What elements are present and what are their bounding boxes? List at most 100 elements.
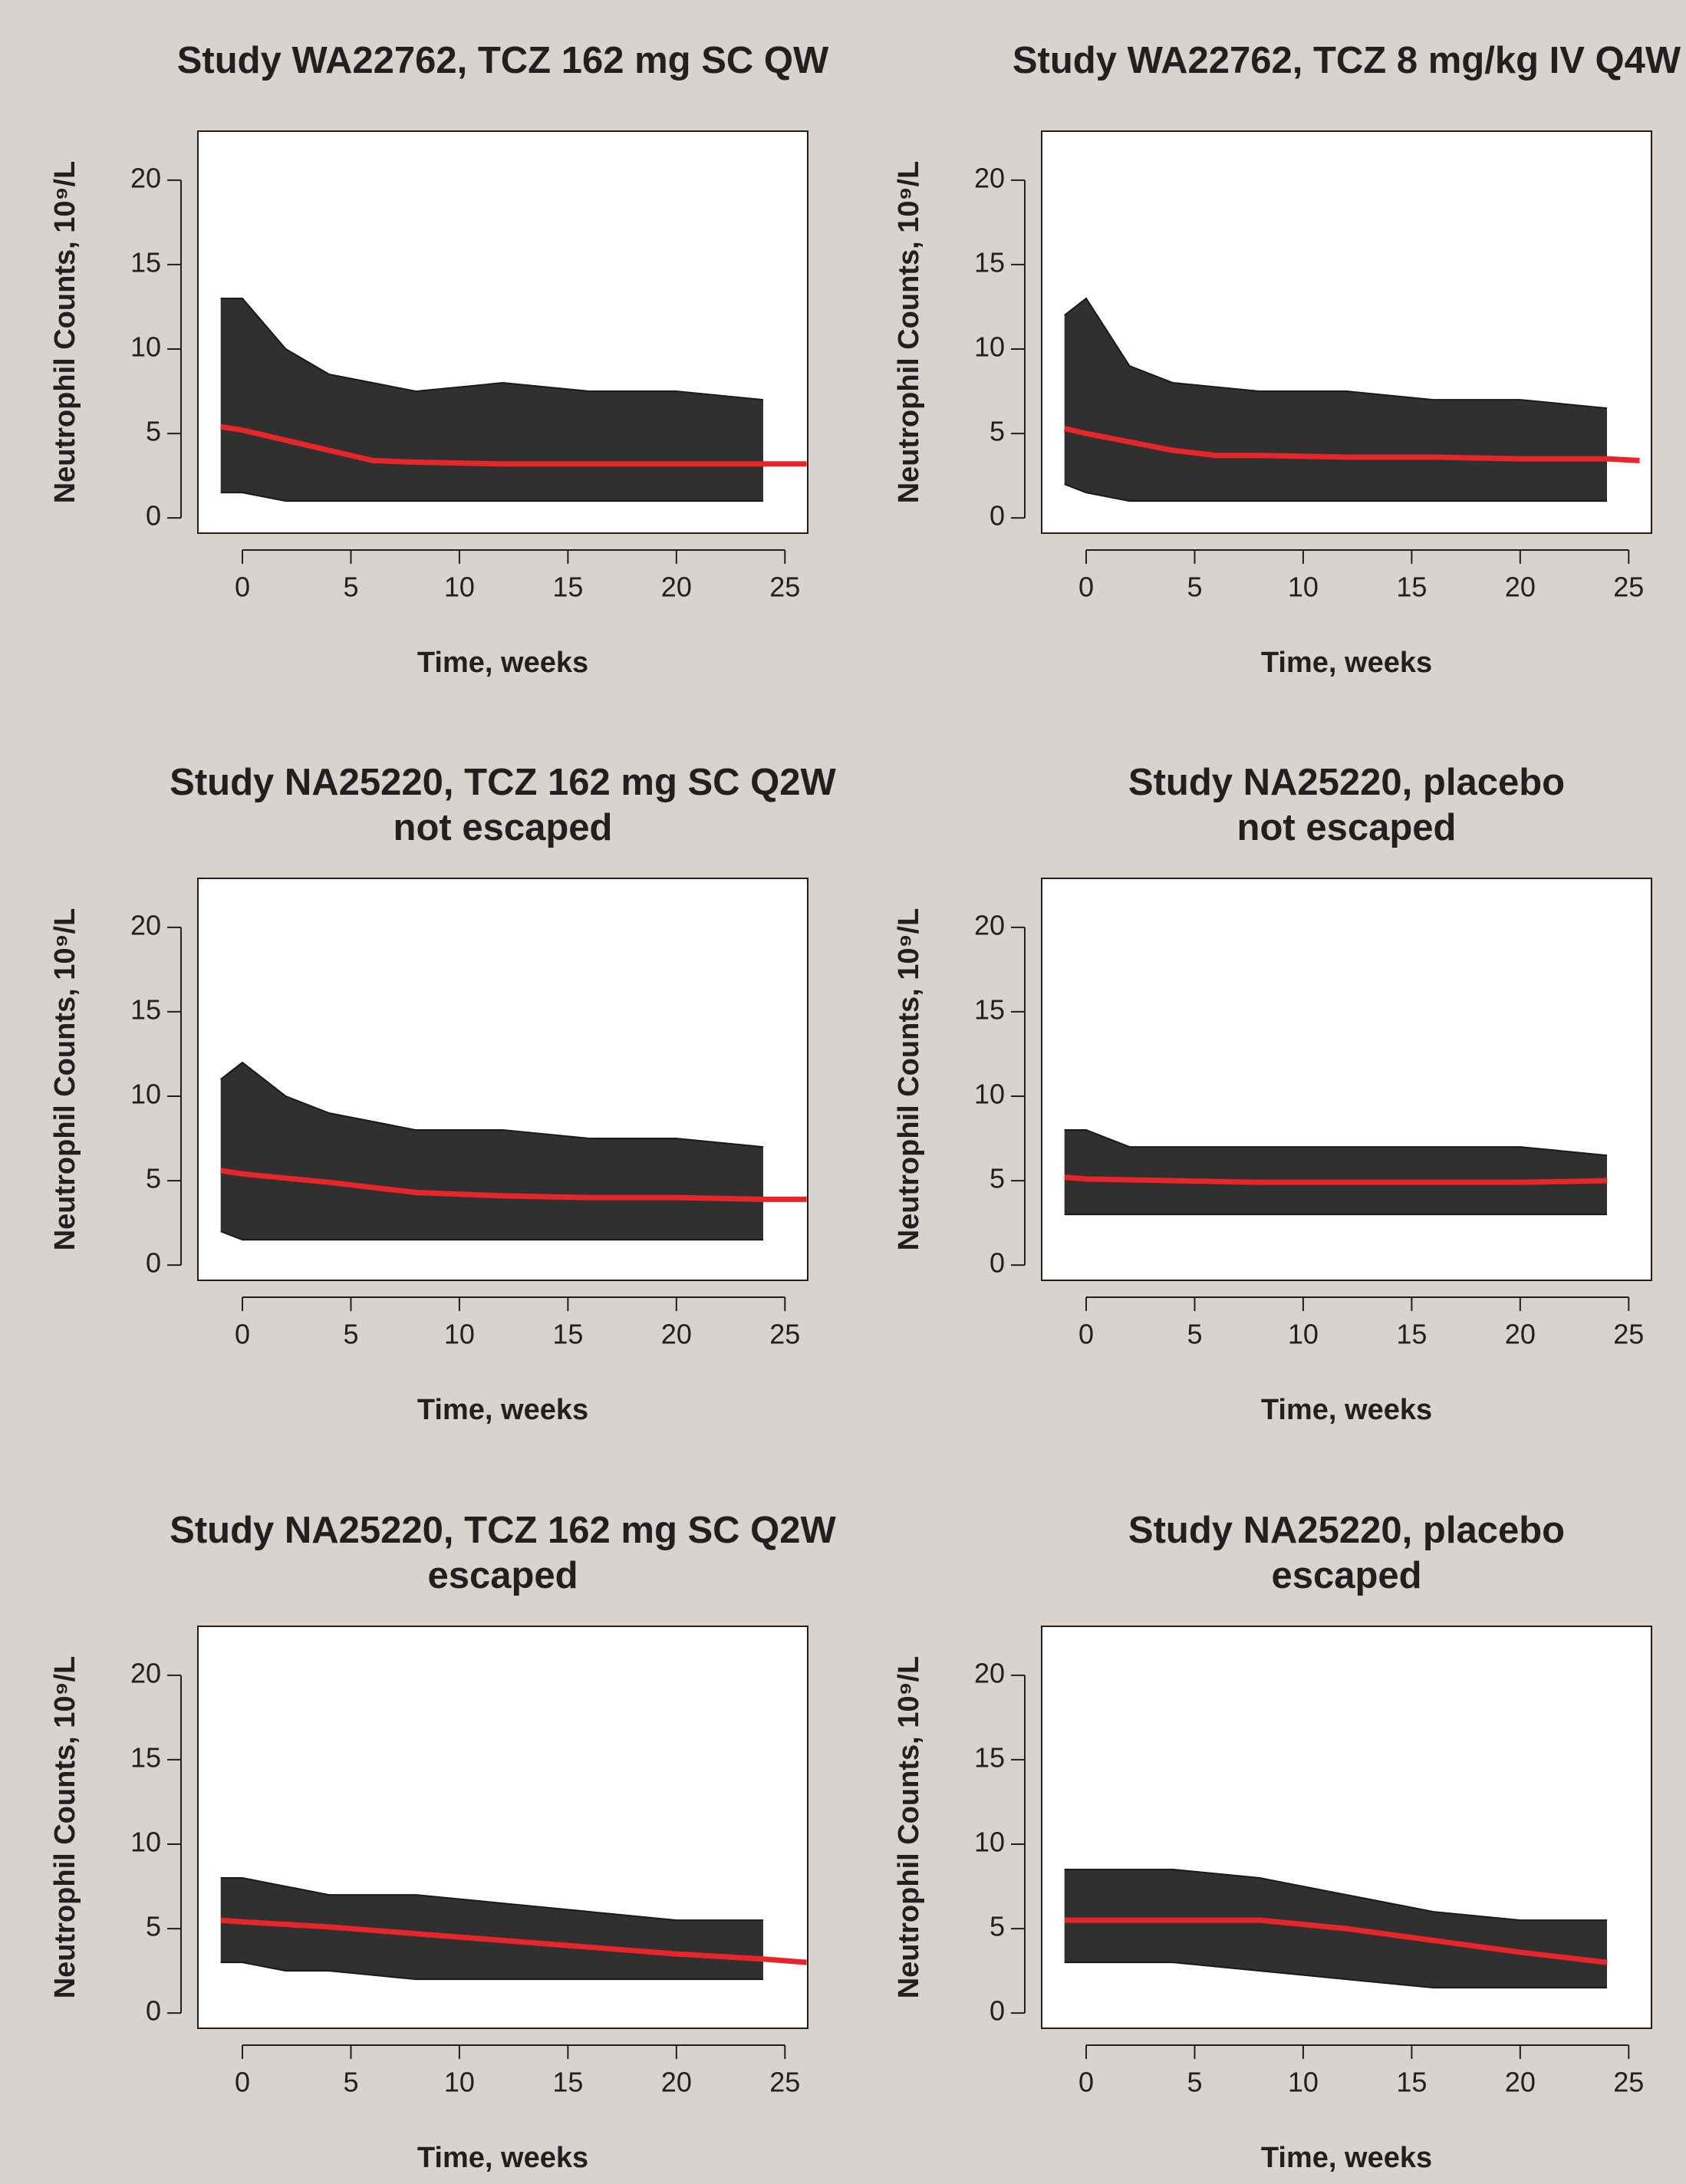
- plot: [1064, 1869, 1608, 1989]
- panel-title: Study NA25220, TCZ 162 mg SC Q2W: [170, 762, 836, 803]
- panel-title: Study WA22762, TCZ 8 mg/kg IV Q4W: [1013, 40, 1681, 81]
- y-axis-label: Neutrophil Counts, 10⁹/L: [49, 161, 81, 504]
- envelope-line: [220, 492, 764, 502]
- envelope-line: [1064, 1869, 1607, 1922]
- x-tick-label: 25: [1613, 2067, 1644, 2098]
- median-line: [220, 1168, 807, 1202]
- y-tick-label: 15: [974, 246, 1005, 278]
- x-tick-label: 25: [769, 1319, 800, 1350]
- x-tick-label: 0: [1078, 1319, 1094, 1350]
- y-tick-label: 0: [146, 500, 161, 532]
- x-axis-label: Time, weeks: [417, 647, 588, 679]
- plot: [220, 1877, 807, 1981]
- panel-title: Study NA25220, placebo: [1128, 1510, 1565, 1551]
- plot-frame: [1041, 1626, 1652, 2029]
- y-tick-label: 5: [990, 1911, 1005, 1942]
- plot-frame: [197, 878, 808, 1281]
- x-tick-label: 0: [235, 1319, 250, 1350]
- plot-frame: [197, 1626, 808, 2029]
- y-tick-label: 20: [130, 1657, 161, 1688]
- x-tick-label: 5: [343, 2067, 358, 2098]
- panel-subtitle: escaped: [1271, 1555, 1421, 1596]
- x-tick-label: 10: [444, 2067, 475, 2098]
- y-axis-label: Neutrophil Counts, 10⁹/L: [893, 908, 925, 1251]
- x-tick-label: 5: [1187, 1319, 1202, 1350]
- median-line: [1064, 1917, 1608, 1965]
- y-tick-label: 10: [130, 1079, 161, 1110]
- plot-frame: [1041, 130, 1652, 534]
- y-tick-label: 15: [974, 1741, 1005, 1773]
- y-tick-label: 20: [130, 162, 161, 193]
- envelope-line: [220, 1061, 764, 1148]
- x-tick-label: 15: [552, 1319, 583, 1350]
- x-tick-label: 20: [661, 572, 692, 603]
- y-tick-label: 15: [130, 246, 161, 278]
- data-band: [1064, 1130, 1608, 1215]
- plot-frame: [197, 130, 808, 534]
- data-band: [1064, 298, 1608, 502]
- x-tick-label: 20: [1505, 572, 1536, 603]
- x-tick-label: 20: [1505, 1319, 1536, 1350]
- x-tick-label: 0: [235, 572, 250, 603]
- y-tick-label: 10: [974, 1827, 1005, 1858]
- envelope-line: [220, 1230, 764, 1241]
- y-tick-label: 10: [974, 331, 1005, 363]
- y-tick-label: 15: [974, 993, 1005, 1025]
- y-tick-label: 10: [974, 1079, 1005, 1110]
- x-tick-label: 25: [769, 572, 800, 603]
- data-band: [220, 298, 764, 502]
- envelope-line: [1064, 483, 1607, 502]
- panel: Study WA22762, TCZ 162 mg SC QW 0 5 10 15 20 0…: [49, 40, 829, 679]
- y-axis-label: Neutrophil Counts, 10⁹/L: [49, 1656, 81, 1999]
- median-line: [220, 423, 807, 467]
- y-tick-label: 10: [130, 1827, 161, 1858]
- envelope-line: [1064, 297, 1608, 410]
- x-tick-label: 10: [444, 572, 475, 603]
- panel-title: Study WA22762, TCZ 162 mg SC QW: [177, 40, 829, 81]
- x-tick-label: 20: [661, 1319, 692, 1350]
- x-tick-label: 10: [1288, 2067, 1319, 2098]
- y-tick-label: 0: [146, 1995, 161, 2027]
- x-axis-label: Time, weeks: [1261, 1394, 1432, 1426]
- y-tick-label: 5: [146, 416, 161, 447]
- x-axis-label: Time, weeks: [417, 2142, 588, 2174]
- y-tick-label: 20: [974, 1657, 1005, 1688]
- y-tick-label: 0: [990, 500, 1005, 532]
- x-axis-label: Time, weeks: [1261, 2142, 1432, 2174]
- median-line: [220, 1917, 807, 1965]
- plot: [220, 297, 807, 502]
- y-tick-label: 0: [990, 1995, 1005, 2027]
- x-tick-label: 5: [1187, 572, 1202, 603]
- plot: [1063, 297, 1640, 502]
- x-tick-label: 15: [1396, 572, 1427, 603]
- x-tick-label: 5: [343, 572, 358, 603]
- x-tick-label: 0: [1078, 572, 1094, 603]
- x-tick-label: 25: [769, 2067, 800, 2098]
- panel-title: Study NA25220, placebo: [1128, 762, 1565, 803]
- median-line: [1063, 426, 1640, 463]
- x-tick-label: 20: [661, 2067, 692, 2098]
- y-axis-label: Neutrophil Counts, 10⁹/L: [49, 908, 81, 1251]
- x-tick-label: 20: [1505, 2067, 1536, 2098]
- x-axis-label: Time, weeks: [417, 1394, 588, 1426]
- plot: [220, 1061, 807, 1241]
- envelope-line: [1064, 1129, 1608, 1157]
- y-tick-label: 5: [146, 1163, 161, 1194]
- panel-title: Study NA25220, TCZ 162 mg SC Q2W: [170, 1510, 836, 1551]
- plot-frame: [1041, 878, 1652, 1281]
- x-tick-label: 25: [1613, 572, 1644, 603]
- panel-subtitle: escaped: [427, 1555, 578, 1596]
- envelope-line: [220, 1877, 764, 1922]
- x-tick-label: 10: [1288, 572, 1319, 603]
- y-tick-label: 15: [130, 993, 161, 1025]
- y-tick-label: 5: [146, 1911, 161, 1942]
- y-tick-label: 5: [990, 1163, 1005, 1194]
- panel-subtitle: not escaped: [394, 807, 613, 848]
- x-tick-label: 10: [444, 1319, 475, 1350]
- x-tick-label: 25: [1613, 1319, 1644, 1350]
